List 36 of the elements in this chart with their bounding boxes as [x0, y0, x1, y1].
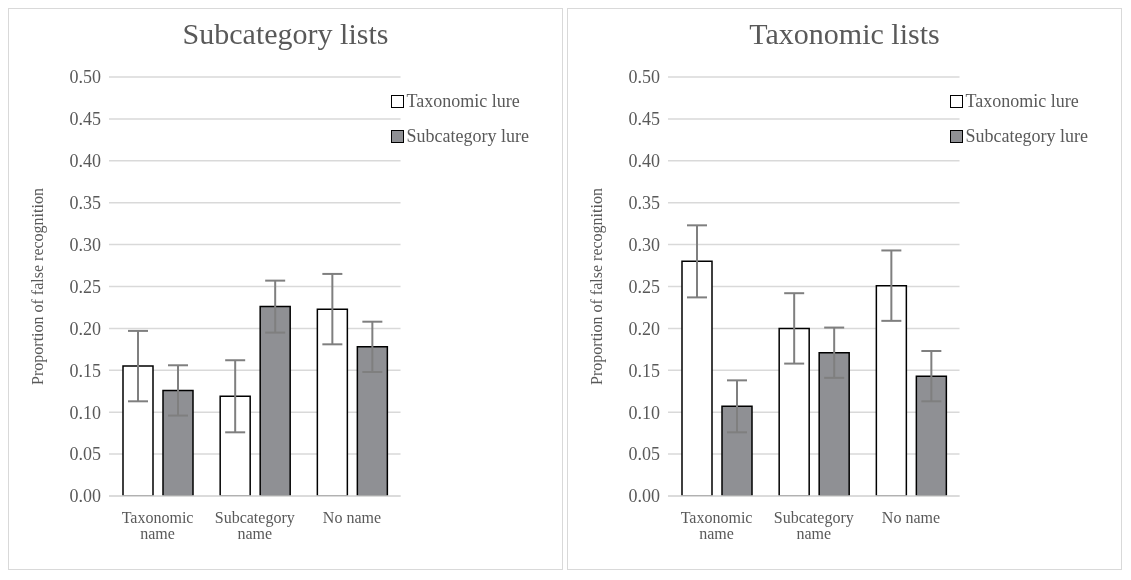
y-tick-label: 0.30 [69, 234, 101, 255]
y-tick-label: 0.25 [69, 276, 101, 297]
y-tick-label: 0.40 [628, 151, 660, 172]
chart-title: Subcategory lists [181, 16, 390, 52]
x-tick-label: No name [322, 509, 382, 527]
y-axis-title: Proportion of false recognition [28, 188, 47, 385]
x-tick-label: Taxonomic name [121, 509, 194, 543]
x-tick-label: Subcategory name [773, 509, 854, 543]
y-tick-label: 0.20 [628, 318, 660, 339]
y-tick-label: 0.50 [628, 67, 660, 88]
y-tick-label: 0.00 [69, 486, 101, 507]
x-tick-label: No name [881, 509, 941, 527]
y-tick-label: 0.15 [69, 360, 101, 381]
y-tick-label: 0.10 [69, 402, 101, 423]
legend-label: Taxonomic lure [965, 91, 1079, 112]
y-tick-label: 0.45 [69, 109, 101, 130]
legend-label: Taxonomic lure [406, 91, 520, 112]
y-tick-label: 0.20 [69, 318, 101, 339]
y-tick-label: 0.40 [69, 151, 101, 172]
y-tick-label: 0.30 [628, 234, 660, 255]
y-tick-label: 0.35 [69, 193, 101, 214]
legend-label: Subcategory lure [406, 126, 529, 147]
y-tick-label: 0.25 [628, 276, 660, 297]
y-axis-title: Proportion of false recognition [587, 188, 606, 385]
legend-label: Subcategory lure [965, 126, 1088, 147]
y-tick-label: 0.15 [628, 360, 660, 381]
chart-title: Taxonomic lists [748, 16, 941, 52]
x-tick-label: Taxonomic name [680, 509, 753, 543]
y-tick-label: 0.05 [69, 444, 101, 465]
x-tick-label: Subcategory name [214, 509, 295, 543]
y-tick-label: 0.00 [628, 486, 660, 507]
y-tick-label: 0.50 [69, 67, 101, 88]
y-tick-label: 0.10 [628, 402, 660, 423]
y-tick-label: 0.45 [628, 109, 660, 130]
y-tick-label: 0.35 [628, 193, 660, 214]
y-tick-label: 0.05 [628, 444, 660, 465]
